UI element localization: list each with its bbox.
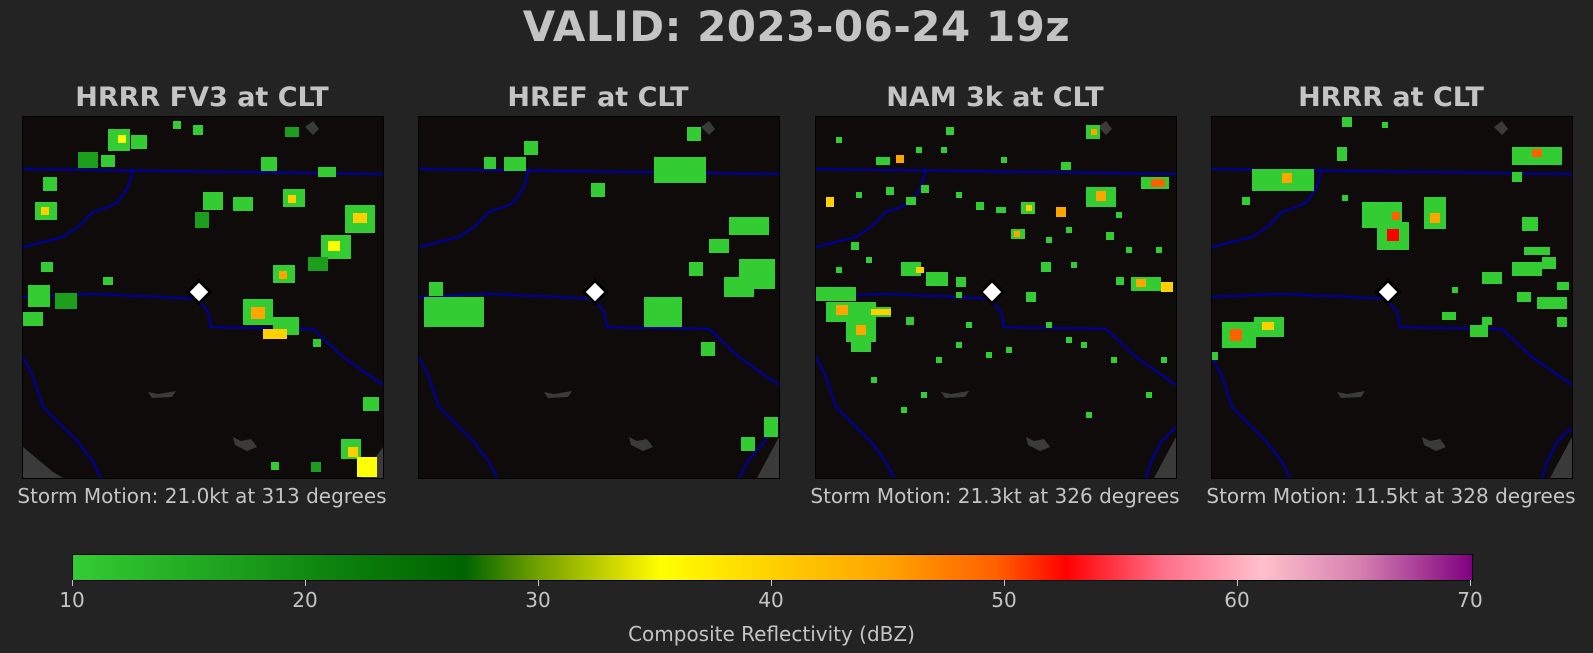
- colorbar-tick-mark: [1237, 580, 1238, 586]
- panel-title-hrrr-fv3: HRRR FV3 at CLT: [75, 82, 329, 113]
- colorbar-tick-mark: [1470, 580, 1471, 586]
- panel-title-href: HREF at CLT: [507, 82, 689, 113]
- map-panel-href[interactable]: [418, 116, 780, 479]
- map-panel-nam-3k[interactable]: [815, 116, 1177, 479]
- colorbar-label: Composite Reflectivity (dBZ): [628, 622, 915, 646]
- colorbar-tick-mark: [538, 580, 539, 586]
- storm-motion-hrrr: Storm Motion: 11.5kt at 328 degrees: [1206, 484, 1576, 508]
- colorbar-tick-mark: [305, 580, 306, 586]
- colorbar-tick-label: 70: [1457, 588, 1483, 612]
- page-title: VALID: 2023-06-24 19z: [522, 2, 1071, 51]
- reflectivity-colorbar: [72, 554, 1473, 581]
- station-marker-icon: [185, 278, 213, 306]
- map-panel-hrrr-fv3[interactable]: [22, 116, 384, 479]
- colorbar-tick-label: 30: [525, 588, 551, 612]
- colorbar-tick-mark: [72, 580, 73, 586]
- storm-motion-nam-3k: Storm Motion: 21.3kt at 326 degrees: [810, 484, 1180, 508]
- colorbar-tick-label: 10: [59, 588, 85, 612]
- colorbar-tick-label: 50: [991, 588, 1017, 612]
- panel-title-nam-3k: NAM 3k at CLT: [886, 82, 1104, 113]
- colorbar-tick-mark: [771, 580, 772, 586]
- colorbar-tick-label: 40: [758, 588, 784, 612]
- colorbar-tick-label: 20: [292, 588, 318, 612]
- storm-motion-hrrr-fv3: Storm Motion: 21.0kt at 313 degrees: [17, 484, 387, 508]
- panel-title-hrrr: HRRR at CLT: [1298, 82, 1484, 113]
- colorbar-tick-mark: [1004, 580, 1005, 586]
- map-panel-hrrr[interactable]: [1211, 116, 1573, 479]
- colorbar-tick-label: 60: [1224, 588, 1250, 612]
- reflectivity-cells: [23, 121, 379, 477]
